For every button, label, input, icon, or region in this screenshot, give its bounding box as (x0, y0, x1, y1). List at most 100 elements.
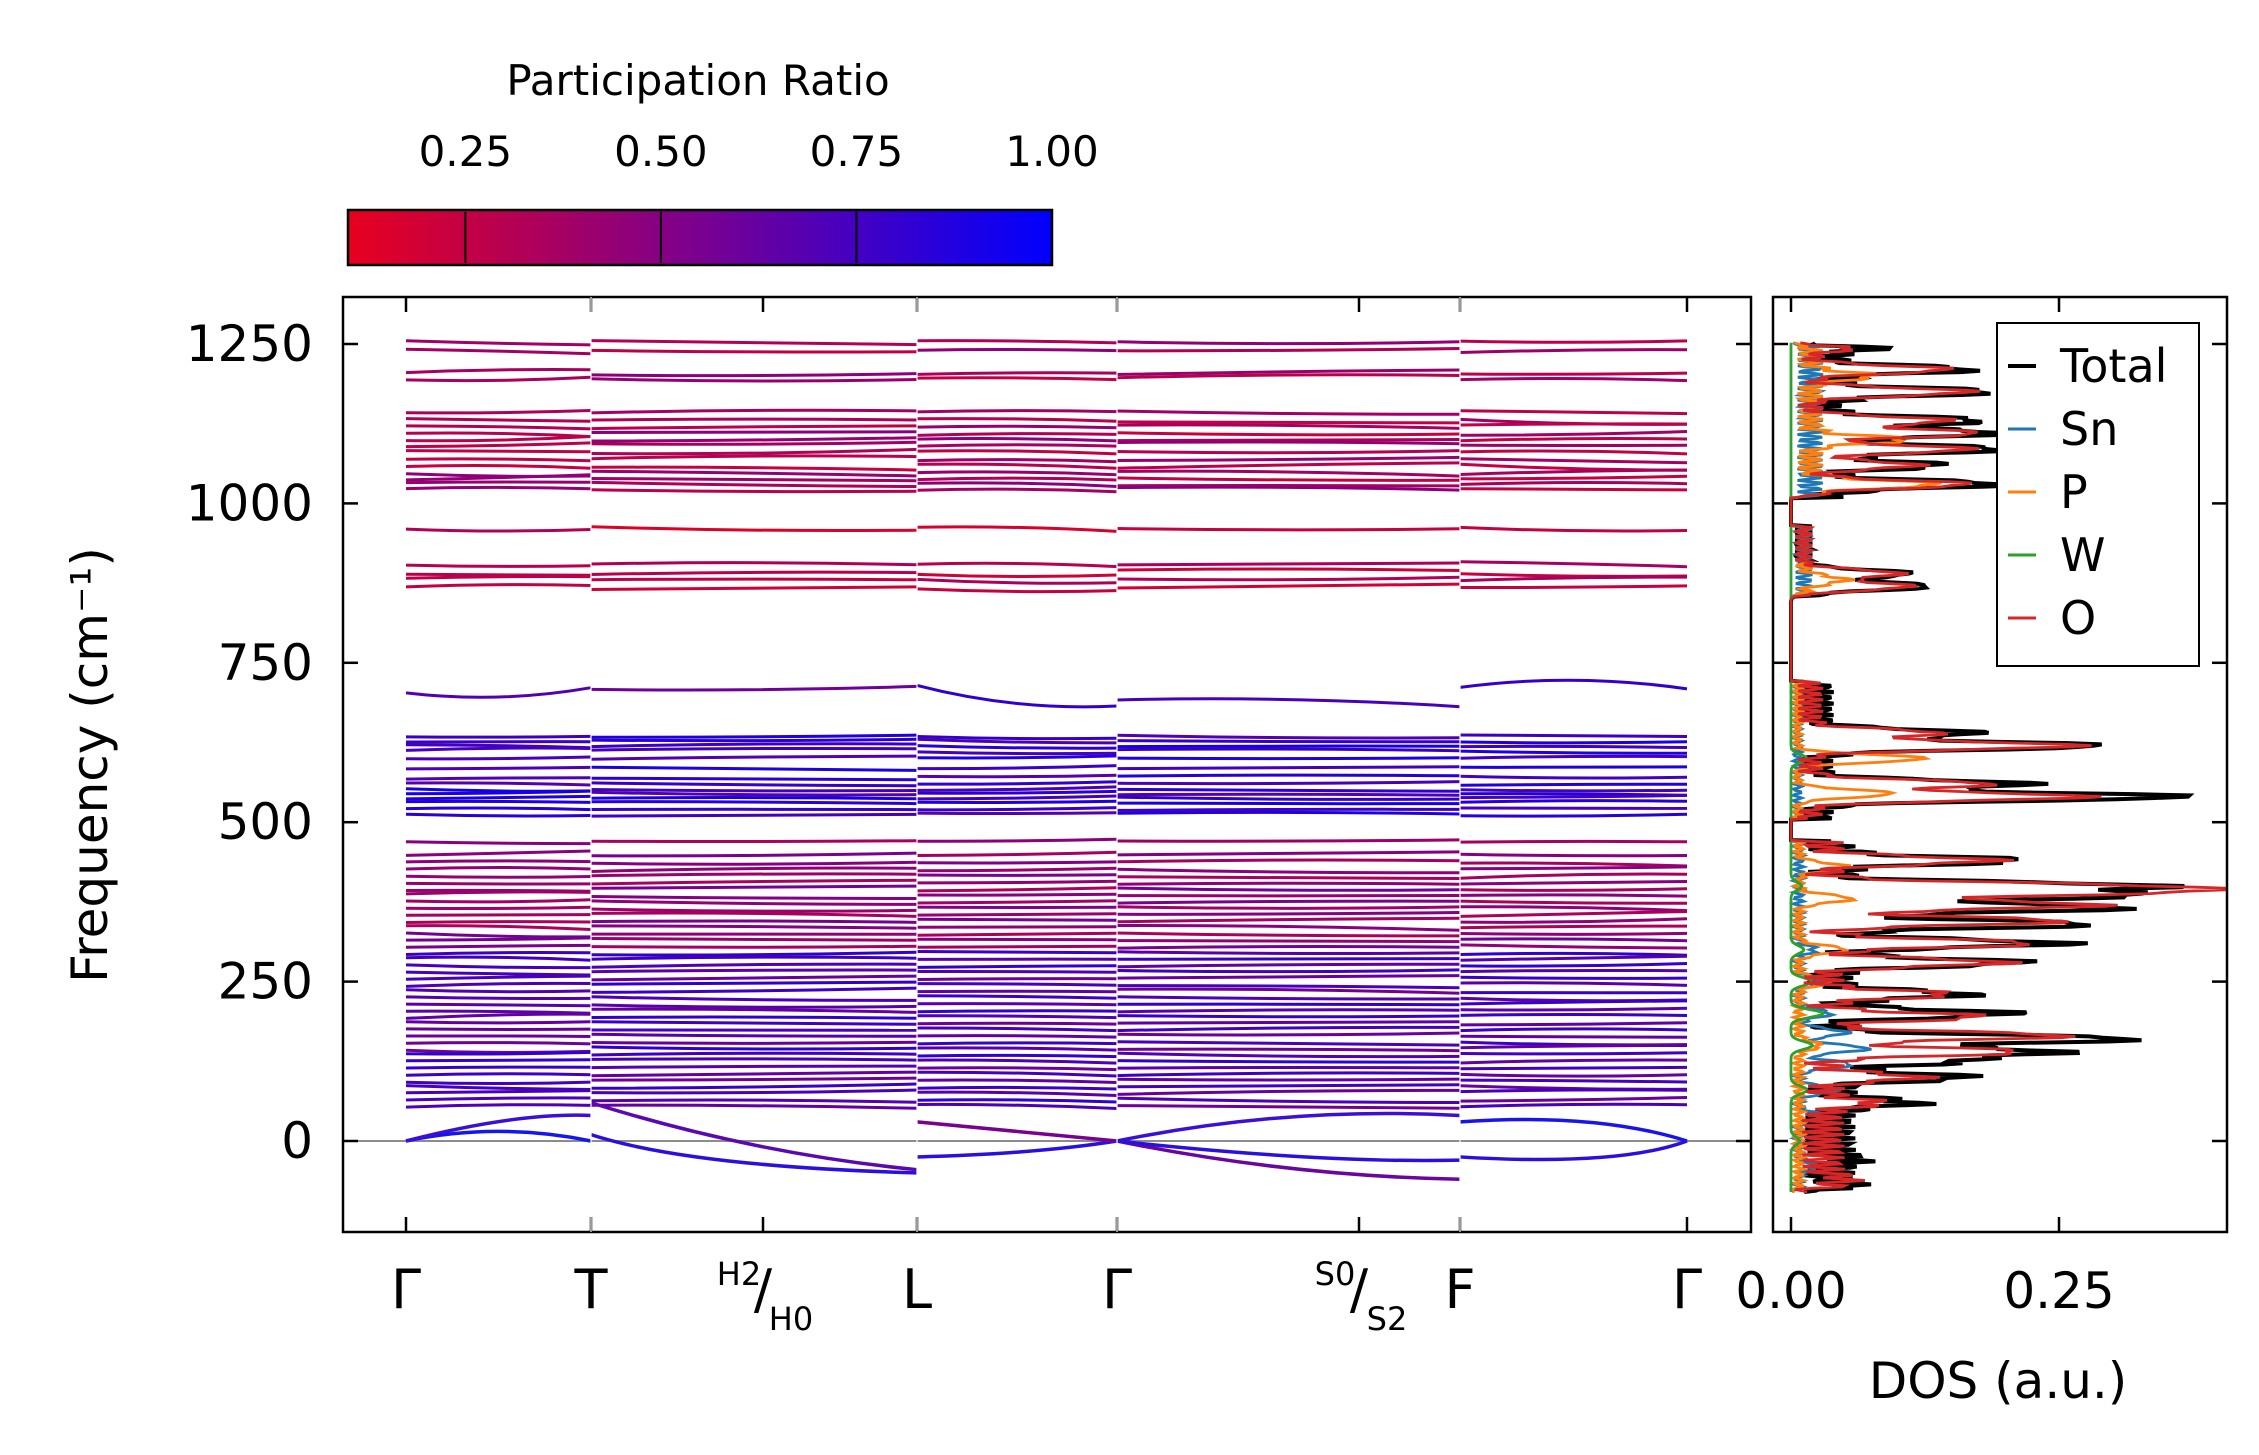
phonon-band (1116, 567, 1461, 572)
phonon-band (405, 1041, 592, 1046)
phonon-band (405, 995, 592, 1001)
phonon-band (590, 570, 918, 576)
phonon-band (1459, 852, 1688, 858)
phonon-band (405, 943, 592, 949)
phonon-band (916, 964, 1118, 969)
phonon-band (1459, 1065, 1688, 1071)
split-label-lower: S2 (1367, 1300, 1408, 1338)
phonon-band (405, 367, 592, 375)
phonon-band (590, 1088, 918, 1095)
phonon-band (405, 955, 592, 962)
phonon-band (916, 866, 1118, 873)
phonon-band (916, 1058, 1118, 1065)
phonon-band (405, 583, 592, 589)
phonon-band (405, 339, 592, 347)
phonon-band (590, 776, 918, 782)
phonon-band (916, 860, 1118, 865)
phonon-band (590, 408, 918, 415)
phonon-band (1459, 968, 1688, 974)
phonon-band (590, 962, 918, 969)
phonon-band (916, 683, 1118, 709)
phonon-band (916, 886, 1118, 893)
phonon-band (590, 1064, 918, 1070)
phonon-band (916, 432, 1118, 437)
k-point-label: Γ (391, 1258, 421, 1321)
phonon-band (405, 1103, 592, 1109)
y-tick-label: 1250 (186, 315, 313, 373)
phonon-band (1116, 469, 1461, 478)
phonon-band (590, 899, 918, 906)
phonon-band (916, 806, 1118, 812)
phonon-band (590, 1103, 918, 1110)
phonon-band (1459, 893, 1688, 898)
phonon-band (590, 907, 918, 913)
phonon-band (1116, 485, 1461, 492)
phonon-band (405, 1089, 592, 1095)
acoustic-branch (405, 1113, 592, 1143)
phonon-band (590, 944, 918, 949)
phonon-band (1116, 733, 1461, 740)
phonon-band (405, 781, 592, 787)
legend-label: W (2060, 528, 2105, 582)
phonon-band (1116, 899, 1461, 905)
legend-label: P (2060, 465, 2088, 519)
phonon-band (590, 372, 918, 378)
phonon-band (1116, 1059, 1461, 1064)
phonon-band (1116, 1104, 1461, 1110)
colorbar: Participation Ratio 0.25 0.50 0.75 1.00 (346, 56, 1099, 267)
phonon-band (916, 1041, 1118, 1046)
phonon-band (916, 879, 1118, 885)
phonon-band (405, 409, 592, 415)
acoustic-branch (1459, 1139, 1688, 1162)
phonon-band (590, 1070, 918, 1078)
phonon-band (1459, 744, 1688, 749)
phonon-band (916, 1066, 1118, 1072)
k-point-label: L (902, 1258, 932, 1321)
phonon-band (1459, 430, 1688, 437)
phonon-band (590, 895, 918, 900)
phonon-band (1116, 792, 1461, 797)
phonon-band (1116, 1096, 1461, 1104)
phonon-band (916, 994, 1118, 1000)
phonon-band (590, 684, 918, 692)
phonon-band (1459, 1027, 1688, 1033)
phonon-band (405, 686, 592, 699)
phonon-band (1116, 974, 1461, 980)
phonon-band (590, 417, 918, 422)
y-tick-label: 250 (218, 953, 313, 1011)
phonon-band (1459, 1034, 1688, 1039)
phonon-band (405, 890, 592, 896)
phonon-band (1116, 810, 1461, 816)
phonon-band (916, 462, 1118, 470)
phonon-band (405, 485, 592, 491)
phonon-band (590, 348, 918, 354)
phonon-band (590, 585, 918, 591)
acoustic-branch (1459, 1117, 1688, 1143)
phonon-band (590, 430, 918, 434)
k-point-label: Γ (1672, 1258, 1702, 1321)
phonon-band (916, 950, 1118, 955)
phonon-band (590, 878, 918, 886)
phonon-band (1459, 774, 1688, 780)
phonon-band (916, 470, 1118, 477)
phonon-band (916, 750, 1118, 756)
phonon-band (405, 1096, 592, 1102)
phonon-band (405, 765, 592, 771)
phonon-band (590, 781, 918, 788)
phonon-band (1116, 957, 1461, 961)
phonon-band (590, 465, 918, 472)
phonon-band (1116, 773, 1461, 778)
split-k-label: H2/H0 (717, 1255, 813, 1338)
phonon-band (590, 1020, 918, 1026)
phonon-band (1116, 787, 1461, 793)
phonon-band (405, 963, 592, 970)
phonon-band (405, 898, 592, 904)
phonon-band (916, 837, 1118, 843)
split-label-upper: S0 (1315, 1255, 1356, 1293)
phonon-band (1116, 744, 1461, 749)
phonon-band (1116, 756, 1461, 761)
phonon-band (590, 1076, 918, 1082)
phonon-band (590, 742, 918, 749)
phonon-band (916, 1009, 1118, 1014)
phonon-band (405, 574, 592, 580)
